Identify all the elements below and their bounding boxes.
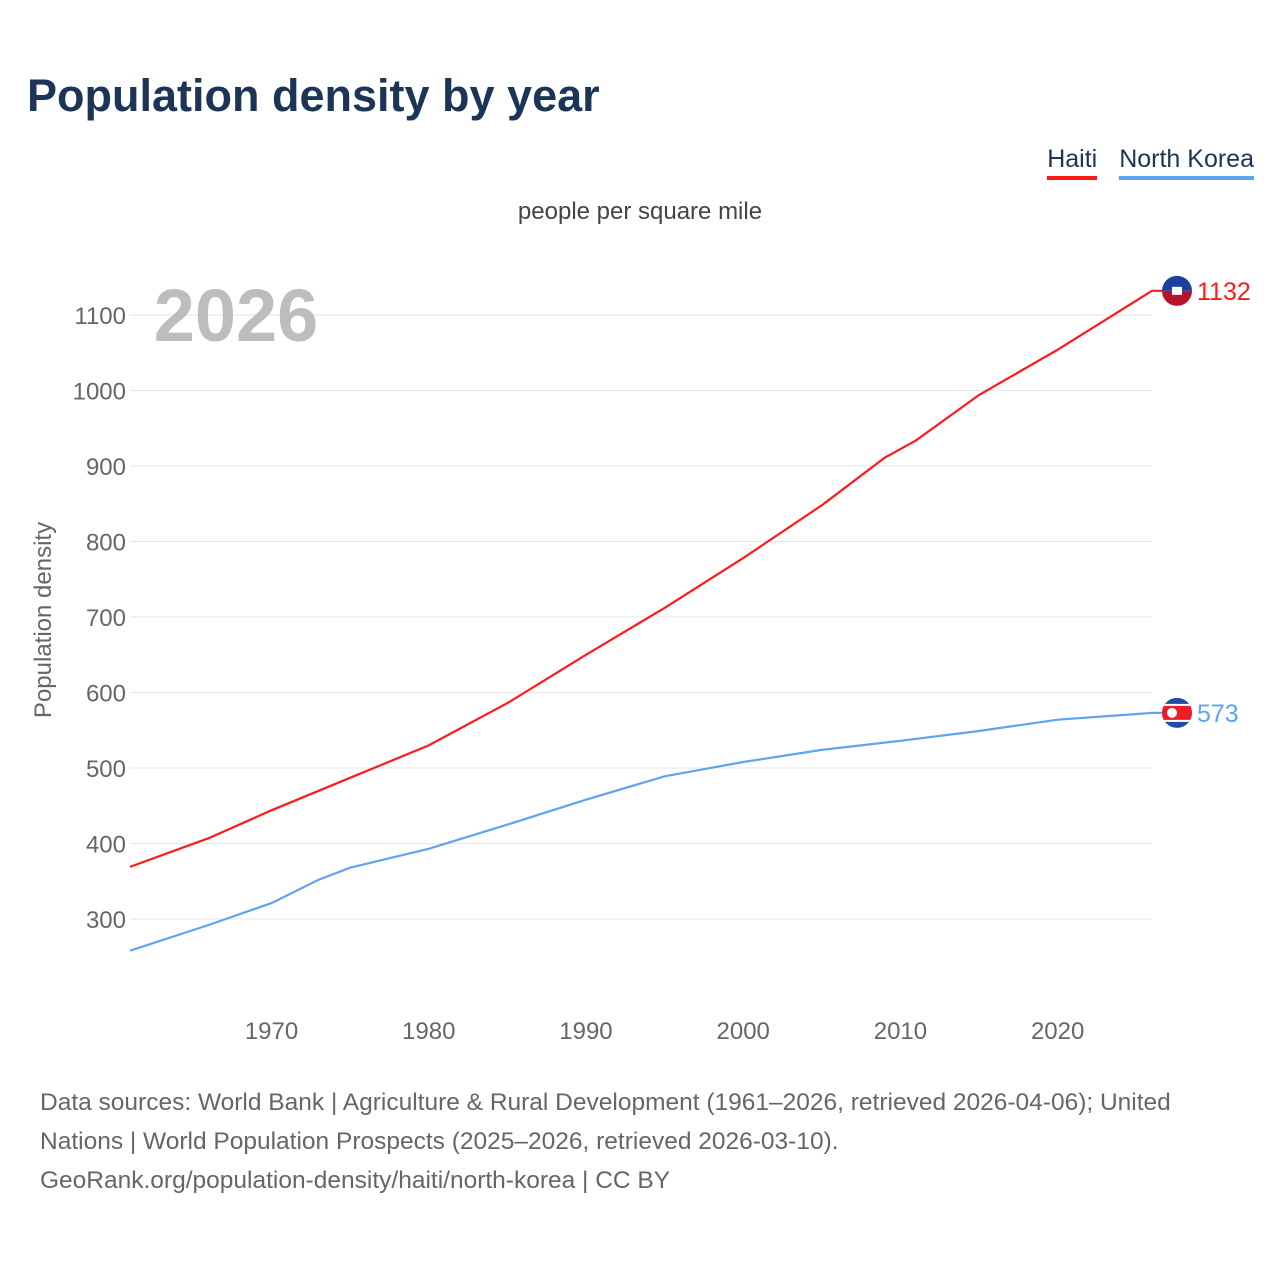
legend: Haiti North Korea <box>1047 145 1254 180</box>
y-axis-label: Population density <box>30 522 57 718</box>
x-tick-label: 1990 <box>559 1018 612 1045</box>
end-value-label: 1132 <box>1197 278 1251 306</box>
y-tick-label: 1000 <box>73 379 126 406</box>
x-tick-label: 2020 <box>1031 1018 1084 1045</box>
source-note: Data sources: World Bank | Agriculture &… <box>40 1083 1250 1200</box>
series-line-haiti <box>129 289 1162 868</box>
x-tick-label: 2000 <box>717 1018 770 1045</box>
chart-title: Population density by year <box>27 70 600 121</box>
source-link[interactable]: GeoRank.org/population-density/haiti/nor… <box>40 1167 671 1194</box>
series-line-north-korea <box>129 711 1162 952</box>
y-tick-label: 900 <box>86 454 126 481</box>
x-tick-label: 2010 <box>874 1018 927 1045</box>
y-tick-label: 800 <box>86 530 126 557</box>
legend-item-haiti[interactable]: Haiti <box>1047 145 1098 180</box>
x-tick-label: 1970 <box>245 1018 298 1045</box>
y-tick-label: 600 <box>86 681 126 708</box>
north-korea-flag-icon <box>1162 697 1192 728</box>
haiti-flag-icon <box>1162 275 1192 306</box>
chart-subtitle: people per square mile <box>517 198 763 225</box>
y-tick-label: 400 <box>86 832 126 859</box>
year-watermark: 2026 <box>154 274 319 357</box>
source-text: Data sources: World Bank | Agriculture &… <box>40 1089 1171 1155</box>
y-tick-label: 300 <box>86 907 126 934</box>
legend-item-north-korea[interactable]: North Korea <box>1119 145 1254 180</box>
y-tick-label: 700 <box>86 605 126 632</box>
x-tick-label: 1980 <box>402 1018 455 1045</box>
end-value-label: 573 <box>1197 700 1239 728</box>
y-tick-label: 1100 <box>74 303 126 330</box>
y-tick-label: 500 <box>86 756 126 783</box>
